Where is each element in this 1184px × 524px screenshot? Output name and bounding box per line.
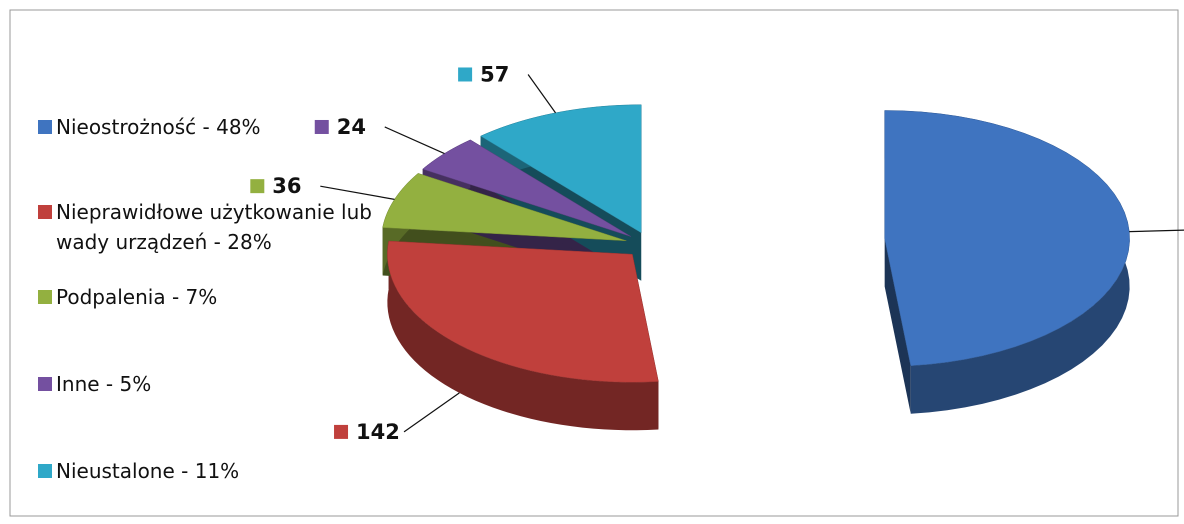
- legend: Nieostrożność - 48% Nieprawidłowe użytkow…: [38, 112, 438, 486]
- leader-line: [1129, 229, 1184, 233]
- legend-label: Inne - 5%: [56, 372, 152, 396]
- legend-label: Nieustalone - 11%: [56, 459, 240, 483]
- legend-swatch: [38, 290, 52, 304]
- slice-edge: [884, 238, 911, 414]
- legend-label: Podpalenia - 7%: [56, 285, 218, 309]
- legend-item: Nieprawidłowe użytkowanie lub wady urząd…: [38, 197, 428, 257]
- slice: [387, 240, 659, 383]
- leader-line: [527, 74, 557, 114]
- leader-line: [320, 185, 395, 200]
- data-label: 57: [480, 62, 509, 86]
- legend-label: Nieprawidłowe użytkowanie lub wady urząd…: [56, 200, 372, 254]
- legend-swatch: [38, 205, 52, 219]
- label-swatch: [458, 67, 473, 82]
- leader-line: [384, 126, 445, 155]
- legend-item: Nieostrożność - 48%: [38, 112, 428, 142]
- slice-side: [387, 241, 659, 431]
- legend-swatch: [38, 377, 52, 391]
- data-label: 36: [272, 174, 301, 198]
- legend-item: Inne - 5%: [38, 369, 428, 399]
- data-label: 142: [356, 420, 400, 444]
- legend-item: Podpalenia - 7%: [38, 282, 428, 312]
- label-swatch: [334, 424, 349, 439]
- leader-line: [403, 392, 460, 433]
- label-swatch: [250, 179, 265, 194]
- label-swatch: [314, 119, 329, 134]
- legend-swatch: [38, 464, 52, 478]
- frame: [9, 9, 1179, 517]
- legend-label: Nieostrożność - 48%: [56, 115, 261, 139]
- data-label: 24: [337, 115, 366, 139]
- legend-item: Nieustalone - 11%: [38, 456, 428, 486]
- legend-swatch: [38, 120, 52, 134]
